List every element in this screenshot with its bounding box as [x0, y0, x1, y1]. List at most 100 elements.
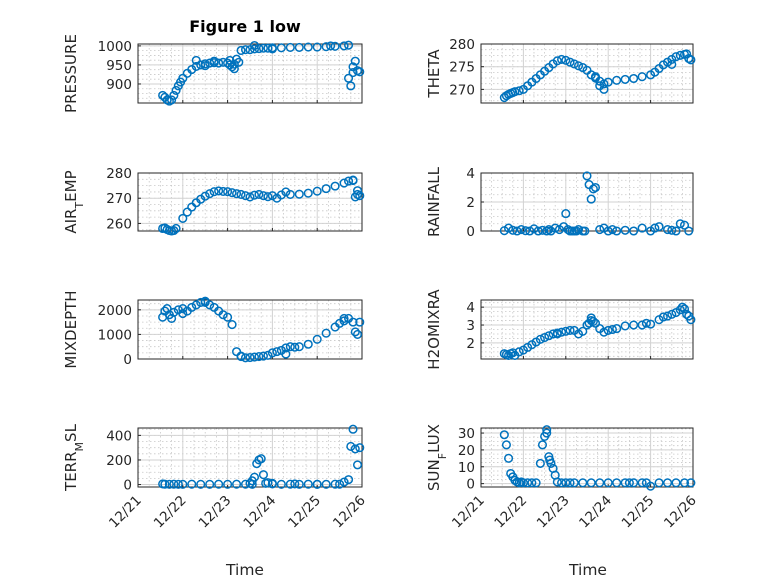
- data-point: [561, 209, 571, 219]
- data-point: [578, 326, 588, 336]
- data-point: [663, 478, 673, 488]
- data-point: [205, 189, 215, 199]
- data-point: [667, 59, 677, 69]
- data-point: [330, 41, 340, 51]
- data-point: [348, 175, 358, 185]
- data-point: [658, 312, 668, 322]
- data-point: [285, 42, 295, 52]
- data-point: [637, 72, 647, 82]
- data-point: [675, 305, 685, 315]
- y-tick-label: 900: [106, 77, 132, 93]
- data-point: [523, 478, 533, 488]
- data-point: [542, 425, 552, 435]
- x-tick-label: 12/25: [285, 493, 324, 532]
- data-point: [624, 478, 634, 488]
- data-point: [205, 300, 215, 310]
- data-point: [227, 188, 237, 198]
- axes-frame: [480, 43, 694, 104]
- y-axis-label: TERRMSL: [62, 423, 86, 492]
- data-point: [344, 176, 354, 186]
- data-point: [612, 75, 622, 85]
- data-point: [245, 192, 255, 202]
- data-point: [510, 87, 520, 97]
- data-point: [191, 55, 201, 65]
- y-tick-label: 280: [106, 166, 132, 182]
- data-point: [540, 332, 550, 343]
- data-point: [629, 478, 639, 488]
- data-point: [321, 328, 331, 338]
- data-point: [205, 479, 215, 489]
- data-point: [267, 44, 277, 54]
- panel-rainfall: 0 2 4 RAINFALL: [425, 166, 694, 240]
- data-point: [196, 479, 206, 489]
- data-point: [603, 77, 613, 87]
- data-point: [218, 186, 228, 196]
- data-point: [514, 347, 524, 357]
- data-point: [303, 339, 313, 349]
- y-tick-label: 400: [106, 428, 132, 444]
- data-point: [620, 225, 630, 235]
- data-point: [223, 479, 233, 489]
- data-point: [552, 56, 562, 66]
- data-point: [352, 329, 363, 339]
- y-axis-label: THETA: [425, 49, 443, 99]
- y-tick-label: 0: [123, 478, 132, 494]
- data-point: [637, 478, 647, 488]
- data-point: [254, 351, 264, 362]
- data-point: [348, 67, 358, 78]
- data-point: [537, 225, 548, 235]
- data-point: [352, 460, 363, 470]
- panel-theta: 270 275 280 THETA: [425, 37, 696, 104]
- data-point: [178, 73, 188, 83]
- data-point: [565, 478, 575, 488]
- data-point: [200, 191, 210, 201]
- data-point: [232, 479, 242, 489]
- data-point: [346, 441, 356, 451]
- data-point: [646, 481, 656, 491]
- data-point: [533, 226, 543, 236]
- data-point: [531, 478, 541, 488]
- data-point: [595, 478, 605, 488]
- data-point: [258, 351, 268, 361]
- data-point: [209, 187, 219, 197]
- axes-frame: [137, 172, 363, 232]
- data-point: [303, 188, 313, 198]
- data-point: [590, 182, 601, 193]
- y-tick-label: 0: [466, 477, 475, 493]
- data-point: [339, 178, 349, 188]
- y-tick-label: 0: [466, 224, 475, 240]
- data-point: [263, 43, 273, 53]
- data-point: [254, 189, 264, 199]
- data-point: [249, 190, 260, 200]
- data-point: [209, 56, 219, 66]
- data-point: [267, 191, 277, 201]
- data-point: [637, 320, 647, 330]
- data-point: [586, 194, 596, 204]
- data-point: [569, 478, 579, 488]
- data-point: [214, 186, 224, 196]
- y-axis-label: RAINFALL: [425, 166, 443, 237]
- data-point: [571, 226, 581, 236]
- data-point: [348, 317, 358, 327]
- data-point: [667, 309, 677, 319]
- data-point: [187, 302, 197, 312]
- data-point: [267, 478, 277, 488]
- data-point: [223, 187, 233, 197]
- data-point: [612, 226, 622, 236]
- data-point: [582, 171, 592, 181]
- data-point: [557, 54, 567, 64]
- data-point: [563, 225, 573, 235]
- data-point: [586, 478, 596, 488]
- data-point: [276, 43, 286, 53]
- data-point: [550, 223, 560, 233]
- x-axis-label-left: Time: [225, 561, 264, 579]
- data-point: [312, 186, 322, 196]
- data-point: [679, 478, 690, 488]
- data-point: [552, 329, 562, 339]
- data-point: [629, 320, 639, 330]
- data-point: [249, 352, 260, 362]
- data-point: [561, 326, 571, 336]
- data-point: [249, 44, 260, 54]
